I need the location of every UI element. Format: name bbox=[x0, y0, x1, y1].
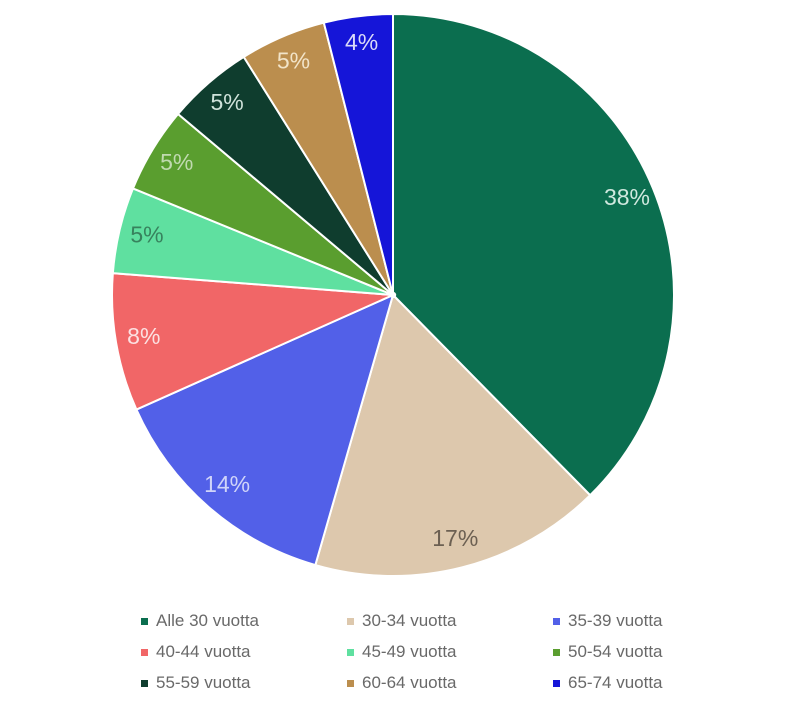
svg-text:38%: 38% bbox=[604, 184, 650, 210]
svg-text:5%: 5% bbox=[130, 222, 163, 248]
svg-text:4%: 4% bbox=[345, 29, 378, 55]
svg-text:5%: 5% bbox=[210, 89, 243, 115]
svg-text:8%: 8% bbox=[127, 323, 160, 349]
svg-text:14%: 14% bbox=[204, 471, 250, 497]
svg-text:17%: 17% bbox=[432, 525, 478, 551]
svg-text:5%: 5% bbox=[277, 48, 310, 74]
svg-text:5%: 5% bbox=[160, 149, 193, 175]
